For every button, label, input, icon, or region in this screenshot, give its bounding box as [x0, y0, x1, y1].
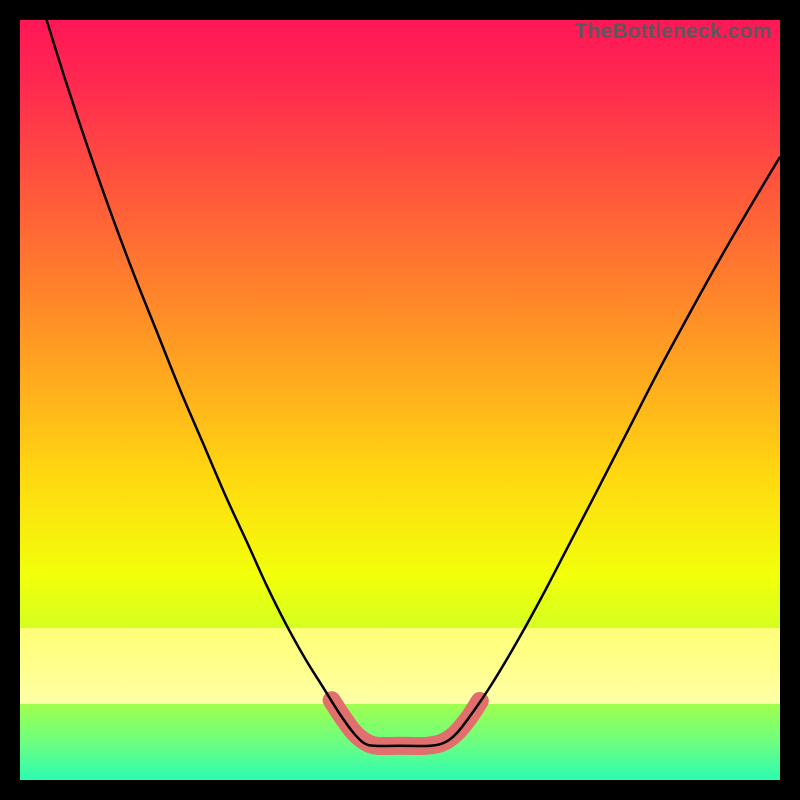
plot-area: TheBottleneck.com: [20, 20, 780, 780]
bright-band: [20, 628, 780, 704]
plot-svg: [20, 20, 780, 780]
chart-frame: TheBottleneck.com: [0, 0, 800, 800]
watermark-text: TheBottleneck.com: [575, 20, 772, 44]
